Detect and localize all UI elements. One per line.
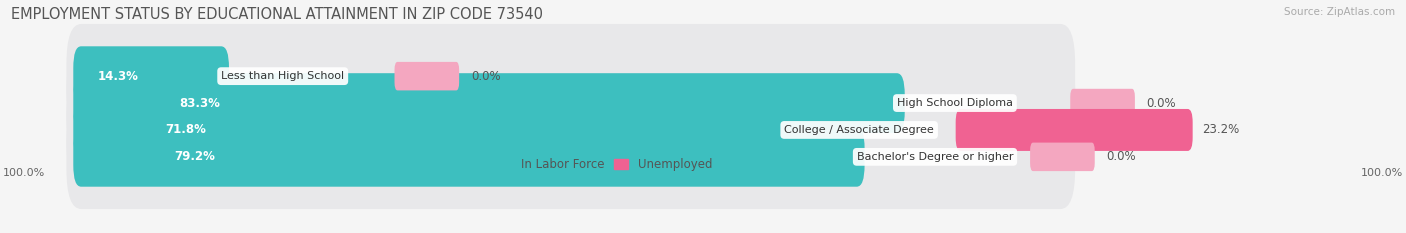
Text: Less than High School: Less than High School <box>221 71 344 81</box>
Text: 71.8%: 71.8% <box>166 123 207 137</box>
FancyBboxPatch shape <box>73 73 904 133</box>
FancyBboxPatch shape <box>1070 89 1135 117</box>
Text: 0.0%: 0.0% <box>1107 150 1136 163</box>
Text: High School Diploma: High School Diploma <box>897 98 1012 108</box>
Legend: In Labor Force, Unemployed: In Labor Force, Unemployed <box>494 154 717 176</box>
FancyBboxPatch shape <box>1031 143 1095 171</box>
Text: Source: ZipAtlas.com: Source: ZipAtlas.com <box>1284 7 1395 17</box>
FancyBboxPatch shape <box>395 62 460 90</box>
FancyBboxPatch shape <box>73 127 865 187</box>
FancyBboxPatch shape <box>73 100 792 160</box>
Text: EMPLOYMENT STATUS BY EDUCATIONAL ATTAINMENT IN ZIP CODE 73540: EMPLOYMENT STATUS BY EDUCATIONAL ATTAINM… <box>11 7 543 22</box>
FancyBboxPatch shape <box>73 46 229 106</box>
Text: College / Associate Degree: College / Associate Degree <box>785 125 934 135</box>
Text: 100.0%: 100.0% <box>1361 168 1403 178</box>
Text: 23.2%: 23.2% <box>1202 123 1240 137</box>
FancyBboxPatch shape <box>66 78 1076 182</box>
FancyBboxPatch shape <box>66 105 1076 209</box>
Text: 100.0%: 100.0% <box>3 168 45 178</box>
FancyBboxPatch shape <box>66 51 1076 155</box>
Text: 0.0%: 0.0% <box>471 70 501 83</box>
FancyBboxPatch shape <box>956 109 1192 151</box>
Text: 79.2%: 79.2% <box>174 150 215 163</box>
Text: 0.0%: 0.0% <box>1147 96 1177 110</box>
Text: Bachelor's Degree or higher: Bachelor's Degree or higher <box>856 152 1014 162</box>
Text: 83.3%: 83.3% <box>179 96 219 110</box>
FancyBboxPatch shape <box>66 24 1076 128</box>
Text: 14.3%: 14.3% <box>98 70 139 83</box>
